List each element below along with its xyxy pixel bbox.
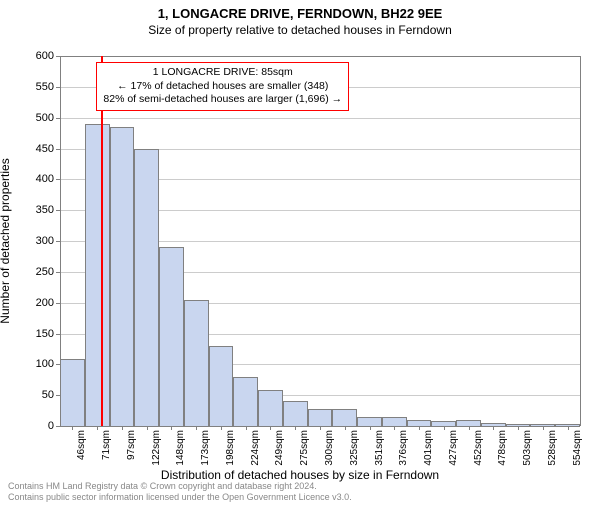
xtick-label: 503sqm <box>522 430 533 466</box>
xtick-label: 122sqm <box>151 430 162 466</box>
annotation-line: ← 17% of detached houses are smaller (34… <box>103 80 342 94</box>
xtick-label: 528sqm <box>547 430 558 466</box>
annotation-box: 1 LONGACRE DRIVE: 85sqm← 17% of detached… <box>96 62 349 111</box>
x-axis-line <box>60 426 580 427</box>
histogram-bar <box>308 409 333 426</box>
ytick-label: 350 <box>14 204 54 216</box>
ytick-label: 200 <box>14 297 54 309</box>
histogram-bar <box>134 149 159 427</box>
xtick-label: 198sqm <box>225 430 236 466</box>
footer-line-2: Contains public sector information licen… <box>8 492 352 503</box>
annotation-line: 1 LONGACRE DRIVE: 85sqm <box>103 66 342 80</box>
histogram-bar <box>85 124 110 426</box>
xtick-label: 401sqm <box>423 430 434 466</box>
ytick-label: 400 <box>14 173 54 185</box>
histogram-chart: 05010015020025030035040045050055060046sq… <box>60 56 580 426</box>
y-axis-label: Number of detached properties <box>0 158 12 323</box>
xtick-label: 300sqm <box>324 430 335 466</box>
histogram-bar <box>283 401 308 426</box>
xtick-label: 351sqm <box>374 430 385 466</box>
xtick-label: 148sqm <box>175 430 186 466</box>
ytick-label: 150 <box>14 328 54 340</box>
top-axis-line <box>60 56 580 57</box>
ytick-label: 600 <box>14 50 54 62</box>
histogram-bar <box>110 127 135 426</box>
histogram-bar <box>357 417 382 426</box>
ytick-label: 100 <box>14 358 54 370</box>
xtick-label: 554sqm <box>572 430 583 466</box>
xtick-label: 376sqm <box>398 430 409 466</box>
xtick-label: 249sqm <box>274 430 285 466</box>
xtick-label: 71sqm <box>101 430 112 460</box>
histogram-bar <box>159 247 184 426</box>
histogram-bar <box>382 417 407 426</box>
x-axis-label: Distribution of detached houses by size … <box>0 468 600 482</box>
histogram-bar <box>233 377 258 426</box>
xtick-label: 97sqm <box>126 430 137 460</box>
histogram-bar <box>60 359 85 426</box>
histogram-bar <box>209 346 234 426</box>
ytick-label: 0 <box>14 420 54 432</box>
right-axis-line <box>580 56 581 426</box>
ytick-label: 300 <box>14 235 54 247</box>
annotation-line: 82% of semi-detached houses are larger (… <box>103 93 342 107</box>
ytick-label: 450 <box>14 143 54 155</box>
histogram-bar <box>332 409 357 426</box>
histogram-bar <box>258 390 283 426</box>
xtick-label: 275sqm <box>299 430 310 466</box>
xtick-label: 427sqm <box>448 430 459 466</box>
grid-line <box>60 118 580 119</box>
page-subtitle: Size of property relative to detached ho… <box>0 23 600 37</box>
page-title: 1, LONGACRE DRIVE, FERNDOWN, BH22 9EE <box>0 6 600 21</box>
xtick-label: 173sqm <box>200 430 211 466</box>
property-marker-line <box>101 56 103 426</box>
footer-line-1: Contains HM Land Registry data © Crown c… <box>8 481 352 492</box>
histogram-bar <box>184 300 209 426</box>
ytick-label: 500 <box>14 112 54 124</box>
ytick-label: 250 <box>14 266 54 278</box>
xtick-label: 478sqm <box>497 430 508 466</box>
xtick-label: 224sqm <box>250 430 261 466</box>
y-axis-line <box>60 56 61 426</box>
xtick-label: 325sqm <box>349 430 360 466</box>
ytick-label: 50 <box>14 389 54 401</box>
ytick-label: 550 <box>14 81 54 93</box>
xtick-label: 46sqm <box>76 430 87 460</box>
xtick-label: 452sqm <box>473 430 484 466</box>
